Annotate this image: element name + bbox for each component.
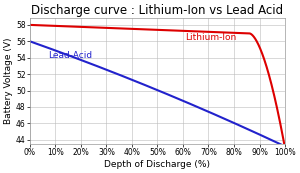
X-axis label: Depth of Discharge (%): Depth of Discharge (%) [104, 160, 210, 169]
Text: Lithium-Ion: Lithium-Ion [185, 34, 237, 43]
Y-axis label: Battery Voltage (V): Battery Voltage (V) [4, 38, 13, 124]
Text: Lead-Acid: Lead-Acid [48, 51, 92, 60]
Title: Discharge curve : Lithium-Ion vs Lead Acid: Discharge curve : Lithium-Ion vs Lead Ac… [32, 4, 284, 17]
